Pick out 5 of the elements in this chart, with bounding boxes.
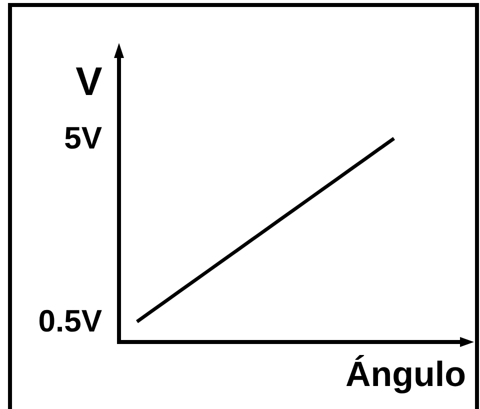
- y-axis-title: V: [76, 60, 103, 104]
- y-tick-label: 5V: [64, 120, 102, 156]
- x-axis-title: Ángulo: [345, 354, 466, 394]
- y-tick-label: 0.5V: [38, 304, 102, 339]
- line-series: [135, 136, 396, 324]
